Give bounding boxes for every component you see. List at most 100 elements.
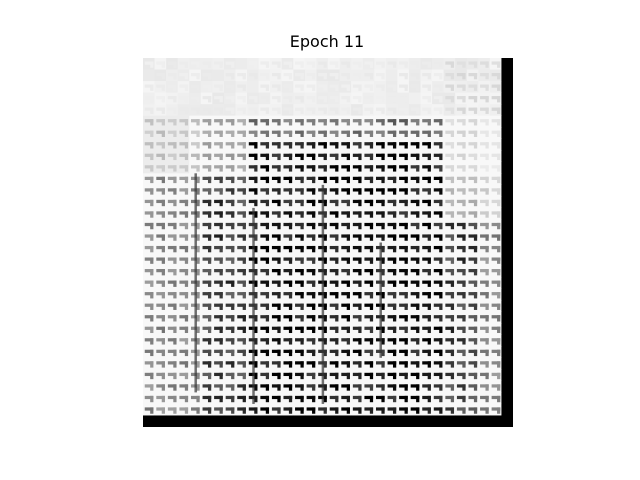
pixel-cell [432, 150, 445, 163]
pixel-cell [351, 173, 364, 186]
pixel-cell [189, 81, 202, 94]
pixel-cell [235, 196, 248, 209]
pixel-cell [328, 357, 341, 370]
pixel-cell [212, 104, 225, 117]
pixel-cell [455, 300, 468, 313]
pixel-cell [212, 254, 225, 267]
pixel-cell [420, 242, 433, 255]
pixel-cell [339, 127, 352, 140]
pixel-cell [397, 265, 410, 278]
pixel-cell [408, 357, 422, 370]
pixel-cell [328, 115, 341, 128]
pixel-cell [351, 334, 364, 347]
pixel-cell [408, 92, 422, 105]
pixel-cell [432, 92, 445, 105]
pixel-cell [489, 230, 503, 244]
pixel-cell [177, 265, 190, 278]
pixel-cell [304, 277, 318, 290]
pixel-cell [501, 58, 513, 71]
pixel-cell [339, 323, 352, 336]
pixel-cell [408, 219, 422, 232]
pixel-cell [166, 346, 179, 359]
pixel-cell [235, 346, 248, 359]
pixel-cell [408, 104, 422, 117]
pixel-cell [351, 323, 364, 336]
pixel-cell [339, 161, 352, 174]
pixel-cell [374, 230, 387, 244]
pixel-cell [362, 277, 375, 290]
pixel-cell [270, 288, 283, 301]
pixel-cell [489, 161, 503, 174]
pixel-cell [154, 415, 167, 427]
pixel-cell [304, 392, 318, 405]
pixel-cell [420, 115, 433, 128]
pixel-cell [223, 311, 237, 324]
pixel-cell [177, 207, 190, 221]
pixel-cell [374, 357, 387, 370]
pixel-cell [316, 69, 329, 82]
pixel-cell [328, 230, 341, 244]
pixel-cell [281, 311, 294, 324]
pixel-cell [408, 300, 422, 313]
pixel-cell [177, 311, 190, 324]
pixel-cell [293, 369, 306, 382]
pixel-cell [154, 230, 167, 244]
pixel-cell [455, 230, 468, 244]
pixel-cell [212, 346, 225, 359]
pixel-cell [420, 184, 433, 197]
pixel-cell [362, 369, 375, 382]
pixel-cell [223, 334, 237, 347]
pixel-cell [143, 265, 156, 278]
pixel-cell [166, 81, 179, 94]
pixel-cell [478, 288, 491, 301]
pixel-cell [443, 58, 456, 71]
pixel-cell [443, 184, 456, 197]
pixel-cell [455, 115, 468, 128]
pixel-cell [339, 196, 352, 209]
pixel-cell [374, 69, 387, 82]
pixel-cell [166, 230, 179, 244]
pixel-cell [235, 254, 248, 267]
pixel-cell [466, 277, 479, 290]
pixel-cell [166, 323, 179, 336]
pixel-cell [408, 196, 422, 209]
pixel-cell [455, 380, 468, 394]
pixel-cell [501, 219, 513, 232]
pixel-cell [154, 173, 167, 186]
pixel-cell [258, 69, 271, 82]
pixel-cell [455, 369, 468, 382]
pixel-cell [212, 242, 225, 255]
pixel-cell [478, 242, 491, 255]
pixel-cell [408, 161, 422, 174]
pixel-cell [443, 207, 456, 221]
pixel-cell [328, 150, 341, 163]
pixel-cell [385, 219, 398, 232]
pixel-cell [385, 392, 398, 405]
pixel-cell [351, 380, 364, 394]
pixel-cell [293, 392, 306, 405]
pixel-cell [143, 403, 156, 417]
pixel-cell [501, 138, 513, 151]
pixel-cell [328, 242, 341, 255]
pixel-cell [200, 403, 213, 417]
pixel-cell [362, 403, 375, 417]
pixel-cell [466, 184, 479, 197]
pixel-cell [328, 288, 341, 301]
pixel-cell [166, 265, 179, 278]
pixel-cell [328, 334, 341, 347]
pixel-cell [293, 58, 306, 71]
pixel-cell [362, 334, 375, 347]
pixel-cell [247, 115, 260, 128]
pixel-cell [235, 403, 248, 417]
pixel-cell [328, 219, 341, 232]
pixel-cell [478, 380, 491, 394]
pixel-cell [339, 92, 352, 105]
pixel-cell [385, 311, 398, 324]
pixel-cell [362, 81, 375, 94]
pixel-cell [293, 127, 306, 140]
pixel-cell [328, 92, 341, 105]
pixel-cell [432, 104, 445, 117]
pixel-cell [154, 138, 167, 151]
pixel-cell [281, 161, 294, 174]
pixel-cell [501, 403, 513, 417]
